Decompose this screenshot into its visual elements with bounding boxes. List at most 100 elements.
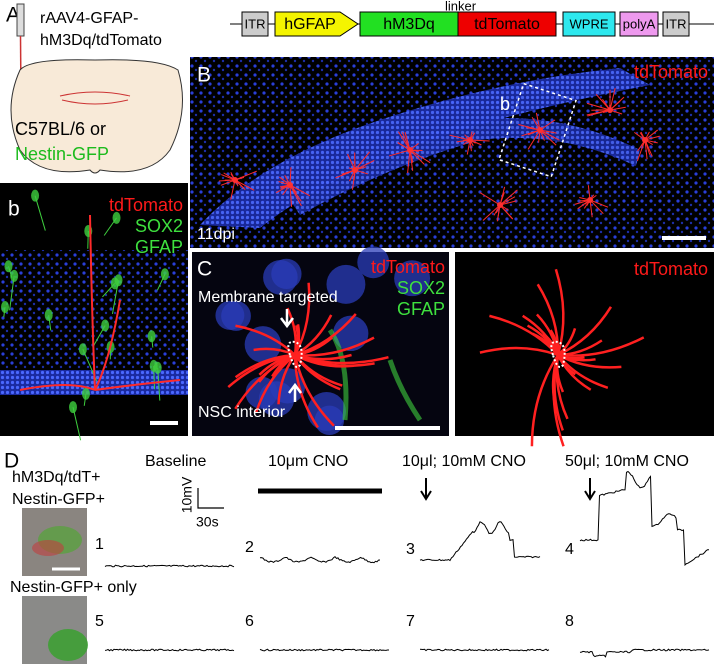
trace [104,564,235,568]
process [294,354,343,387]
process [609,96,625,111]
gfap-process [7,266,13,278]
process [409,149,414,171]
trace-number: 3 [406,541,415,558]
process [636,139,646,162]
stain-label: tdTomato [109,195,183,215]
arrow [420,478,432,501]
outline [550,340,566,368]
soma [587,197,593,203]
scale-voltage: 10mV [179,476,195,513]
construct-box [359,11,459,37]
process [555,354,565,393]
gfap-process [111,280,119,315]
condition-label: Baseline [145,453,206,470]
mouse-line: Nestin-GFP [15,144,109,164]
stain-label: SOX2 [397,278,445,298]
process [407,149,411,174]
trace-number: 6 [245,613,254,630]
construct-box [241,11,269,37]
process [289,184,311,197]
process [449,134,471,141]
process [556,354,592,391]
panel-label: B [197,64,211,87]
trace [419,648,550,652]
process [397,131,411,151]
nuclei [215,246,431,436]
process [253,347,296,357]
soma [287,182,293,188]
stain-label: SOX2 [135,216,183,236]
gfap-process [83,393,87,406]
astrocytes [218,88,660,222]
process [388,149,411,157]
trace [104,648,235,652]
vector-name: hM3Dq/tdTomato [40,32,162,49]
gfap-process [93,325,106,346]
linker-label: linker [445,0,477,13]
condition-label: 50μl; 10mM CNO [565,453,689,470]
construct-label: ITR [245,16,266,31]
process [554,268,565,356]
trace [259,648,389,652]
construct-label: tdTomato [474,16,540,33]
trace [579,470,709,566]
soma [352,167,358,173]
scale-bar [197,488,224,509]
inset-box [498,82,577,178]
panel-label: b [8,198,20,221]
condition-label: 10μl; 10mM CNO [402,453,526,470]
trace-number: 4 [565,541,574,558]
stain-label: GFAP [135,237,183,257]
soma [497,202,503,208]
construct-label: hM3Dq [383,16,435,33]
soma [642,137,648,143]
gfap-process [102,283,116,298]
process [527,129,541,150]
process [536,313,560,356]
syringe [16,3,25,37]
process [530,354,560,447]
process [586,102,611,111]
gfap-process [9,275,15,311]
process [539,119,556,131]
process [499,186,506,206]
process [230,179,236,200]
gfap-process [87,230,89,249]
construct-label: hGFAP [284,16,336,33]
trace-number: 7 [406,613,415,630]
outline [287,340,303,368]
process [294,353,389,365]
traces [104,470,710,658]
brain-outline [10,59,183,174]
annotation: Membrane targeted [198,289,338,306]
vector-name: rAAV4-GFAP- [40,10,138,27]
nucleus [221,301,251,331]
process [404,131,411,151]
nucleus [357,246,390,279]
process [235,324,296,356]
stain-label: tdTomato [634,62,708,82]
gfap-process [3,306,6,318]
process [539,129,557,146]
trace [419,521,541,562]
panel-label: C [197,258,212,281]
process [289,184,293,207]
annotation: NSC interior [198,404,286,421]
process [482,204,501,221]
gfap-process [34,195,46,231]
process [271,353,296,378]
gfap-process [151,336,154,348]
process [499,189,518,206]
process [499,204,514,220]
process [644,139,648,160]
process [351,169,356,190]
scale-time: 30s [196,514,219,530]
hippocampus [59,91,131,105]
time-label: 11dpi [197,226,235,243]
process [277,354,297,405]
soma [607,107,613,113]
inset-label: b [500,94,510,114]
process [409,149,431,164]
